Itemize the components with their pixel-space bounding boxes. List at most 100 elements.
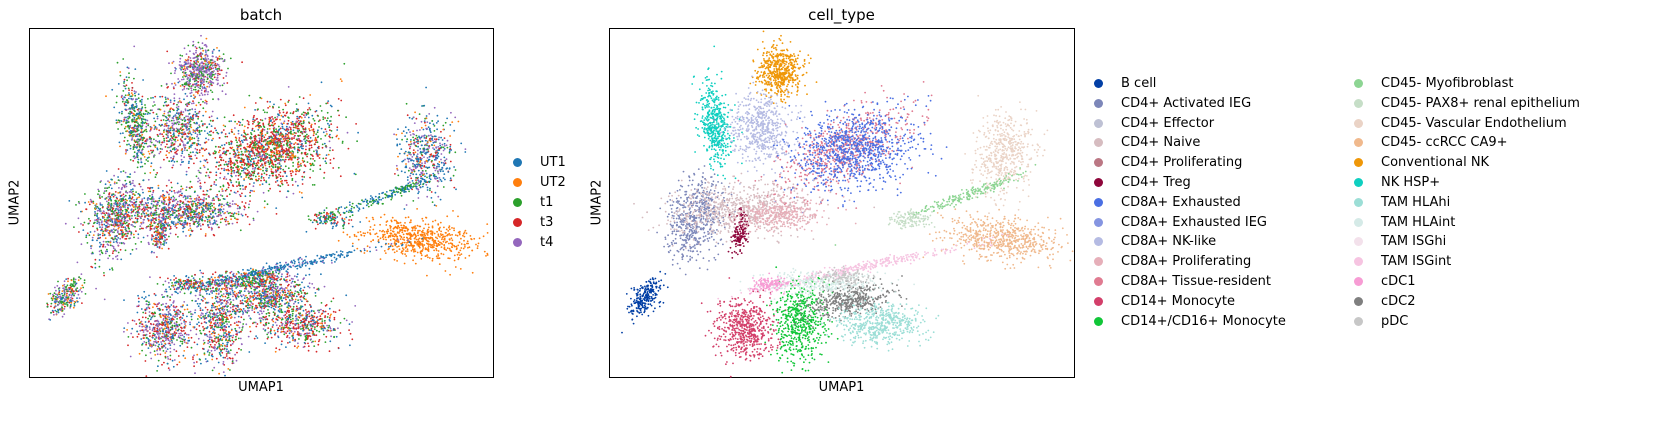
- batch-point: [193, 88, 195, 91]
- batch-point: [126, 149, 129, 151]
- batch-point: [123, 78, 126, 81]
- batch-point: [194, 45, 197, 48]
- batch-point: [263, 136, 266, 139]
- batch-point: [131, 197, 133, 200]
- batch-point: [139, 225, 142, 228]
- batch-point: [107, 216, 110, 219]
- batch-point: [258, 137, 261, 140]
- batch-point: [173, 87, 175, 90]
- batch-point: [108, 229, 111, 232]
- batch-point: [165, 119, 168, 122]
- batch-point: [273, 130, 275, 133]
- batch-point: [300, 140, 303, 143]
- batch-point: [117, 237, 120, 239]
- batch-point: [257, 179, 259, 182]
- batch-point: [203, 197, 206, 199]
- batch-point: [203, 75, 206, 78]
- batch-point: [326, 117, 329, 120]
- batch-point: [191, 230, 194, 233]
- batch-point: [122, 199, 125, 202]
- batch-point: [227, 186, 230, 189]
- batch-point: [100, 221, 103, 224]
- batch-point: [301, 178, 304, 181]
- batch-point: [165, 137, 168, 139]
- batch-point: [206, 78, 209, 81]
- batch-point: [205, 37, 208, 40]
- batch-point: [210, 74, 213, 77]
- batch-point: [168, 160, 171, 163]
- batch-point: [227, 160, 230, 163]
- batch-point: [164, 239, 167, 242]
- batch-point: [188, 119, 190, 122]
- batch-point: [199, 167, 202, 170]
- batch-point: [145, 214, 148, 217]
- batch-point: [260, 137, 263, 140]
- batch-point: [163, 137, 166, 140]
- batch-point: [169, 129, 172, 132]
- batch-point: [146, 234, 149, 237]
- batch-point: [173, 190, 176, 192]
- batch-point: [132, 179, 134, 182]
- batch-point: [172, 157, 175, 160]
- batch-point: [165, 190, 168, 193]
- batch-point: [331, 149, 334, 151]
- batch-point: [98, 265, 101, 268]
- batch-point: [150, 165, 152, 168]
- batch-point: [193, 162, 195, 165]
- batch-point: [243, 146, 245, 149]
- batch-point: [150, 219, 153, 222]
- batch-point: [99, 226, 101, 229]
- batch-point: [173, 99, 176, 102]
- batch-cluster: [166, 34, 232, 105]
- batch-point: [107, 219, 110, 222]
- batch-point: [190, 59, 192, 62]
- batch-point: [123, 195, 126, 198]
- batch-point: [136, 219, 139, 221]
- batch-point: [203, 166, 206, 169]
- batch-point: [222, 60, 225, 63]
- batch-point: [195, 82, 198, 85]
- batch-point: [258, 124, 260, 127]
- batch-point: [225, 216, 228, 219]
- batch-point: [178, 80, 181, 83]
- batch-point: [399, 143, 401, 146]
- batch-point: [195, 157, 198, 160]
- batch-point: [105, 190, 108, 192]
- batch-point: [258, 121, 261, 124]
- batch-point: [291, 156, 294, 159]
- batch-point: [130, 209, 133, 211]
- batch-point: [217, 132, 220, 135]
- batch-point: [250, 155, 253, 157]
- batch-point: [197, 90, 200, 92]
- batch-point: [215, 220, 218, 223]
- batch-point: [446, 139, 449, 142]
- batch-point: [181, 161, 183, 164]
- batch-point: [220, 159, 223, 162]
- batch-point: [100, 180, 102, 182]
- batch-point: [160, 200, 163, 203]
- batch-point: [315, 133, 318, 135]
- batch-point: [180, 64, 183, 67]
- batch-point: [107, 257, 109, 260]
- batch-point: [162, 218, 165, 221]
- batch-point: [165, 217, 168, 220]
- batch-point: [233, 171, 236, 174]
- batch-point: [169, 227, 172, 230]
- batch-point: [127, 225, 130, 228]
- batch-point: [258, 140, 261, 142]
- batch-point: [124, 194, 127, 197]
- batch-point: [77, 217, 80, 220]
- batch-point: [205, 203, 207, 206]
- batch-point: [185, 235, 187, 237]
- batch-point: [173, 197, 176, 199]
- batch-point: [300, 120, 302, 123]
- batch-point: [115, 122, 118, 124]
- batch-point: [173, 212, 176, 214]
- batch-point: [177, 223, 179, 225]
- batch-point: [168, 179, 170, 182]
- batch-point: [200, 61, 203, 64]
- batch-point: [99, 203, 102, 206]
- batch-point: [337, 109, 339, 112]
- batch-point: [121, 234, 124, 237]
- batch-point: [236, 162, 239, 164]
